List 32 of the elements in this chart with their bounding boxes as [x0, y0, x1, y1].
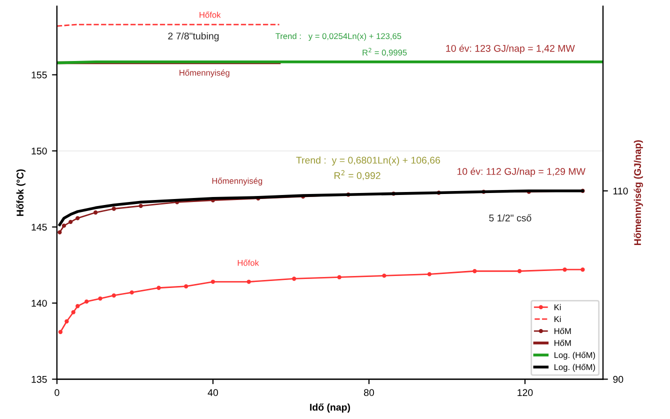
x-tick-label: 80 — [364, 389, 374, 396]
y2-tick-label: 110 — [613, 188, 628, 194]
y-tick-label: 135 — [32, 376, 47, 383]
x-tick-label: 120 — [518, 389, 533, 396]
annotation: R$^{2}$ = 0,9995 — [362, 48, 407, 57]
legend-label: HőM — [554, 340, 571, 346]
annotation: Trend : y = 0,6801Ln(x) + 106,66 — [296, 156, 440, 166]
y-tick-label: 155 — [32, 72, 47, 78]
annotation: Trend : y = 0,0254Ln(x) + 123,65 — [276, 32, 402, 41]
annotation: Hőmennyiség — [180, 69, 230, 78]
x-axis-title: Idő (nap) — [310, 404, 350, 413]
legend-label: Log. (HőM) — [554, 364, 595, 372]
annotation: 2 7/8"tubing — [168, 32, 219, 42]
annotation: 5 1/2" cső — [489, 214, 532, 222]
legend-label: HőM — [554, 328, 571, 334]
legend-label: Log. (HőM) — [554, 352, 595, 360]
legend-label: Ki — [554, 316, 561, 322]
annotation: Hőfok — [238, 260, 259, 266]
annotation: Hőfok — [200, 12, 221, 18]
annotation: 10 év: 112 GJ/nap = 1,29 MW — [457, 168, 586, 177]
y-tick-label: 145 — [32, 224, 47, 231]
annotation: R$^{2}$ = 0,992 — [334, 170, 380, 180]
annotation: 10 év: 123 GJ/nap = 1,42 MW — [446, 44, 575, 54]
x-tick-label: 40 — [208, 389, 218, 396]
y-tick-label: 150 — [32, 148, 47, 154]
x-tick-label: 0 — [54, 389, 60, 396]
y2-tick-label: 90 — [613, 376, 624, 383]
legend-label: Ki — [554, 304, 561, 310]
y-tick-label: 140 — [32, 300, 47, 307]
y-axis-title: Hőfok (°C) — [16, 169, 26, 216]
annotation: Hőmennyiség — [212, 178, 262, 186]
y2-axis-title: Hőmennyiség (GJ/nap) — [634, 140, 643, 246]
